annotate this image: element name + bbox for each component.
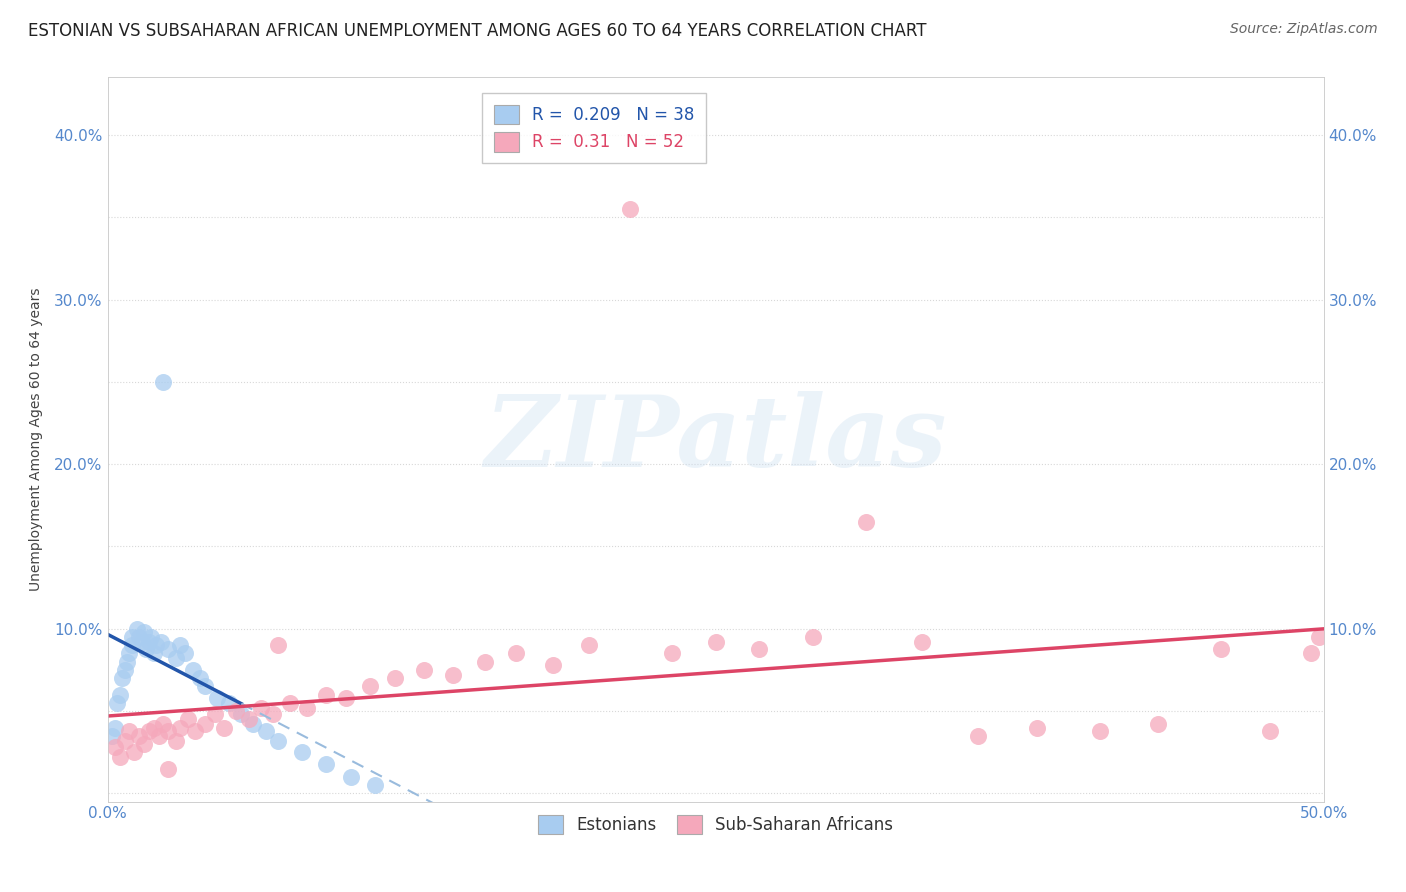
Point [135, 641, 157, 656]
Point [188, 671, 211, 685]
Point [114, 663, 136, 677]
Point [204, 707, 226, 722]
Point [1258, 723, 1281, 738]
Point [115, 655, 138, 669]
Point [291, 745, 314, 759]
Point [124, 745, 146, 759]
Point [132, 625, 155, 640]
Point [125, 622, 148, 636]
Point [384, 671, 406, 685]
Point [278, 696, 301, 710]
Point [315, 756, 337, 771]
Point [181, 663, 204, 677]
Point [131, 635, 153, 649]
Point [364, 778, 387, 792]
Point [145, 638, 167, 652]
Point [142, 721, 165, 735]
Point [142, 647, 165, 661]
Point [108, 750, 131, 764]
Point [121, 638, 143, 652]
Point [165, 651, 187, 665]
Text: ESTONIAN VS SUBSAHARAN AFRICAN UNEMPLOYMENT AMONG AGES 60 TO 64 YEARS CORRELATIO: ESTONIAN VS SUBSAHARAN AFRICAN UNEMPLOYM… [28, 22, 927, 40]
Point [108, 688, 131, 702]
Point [128, 630, 150, 644]
Point [249, 700, 271, 714]
Point [114, 733, 136, 747]
Point [359, 679, 381, 693]
Point [505, 647, 527, 661]
Y-axis label: Unemployment Among Ages 60 to 64 years: Unemployment Among Ages 60 to 64 years [30, 288, 44, 591]
Point [661, 647, 683, 661]
Point [141, 630, 163, 644]
Point [911, 635, 934, 649]
Point [267, 733, 290, 747]
Point [242, 717, 264, 731]
Point [152, 375, 174, 389]
Point [855, 515, 877, 529]
Point [184, 723, 207, 738]
Point [118, 647, 141, 661]
Point [1147, 717, 1170, 731]
Point [1301, 647, 1323, 661]
Point [748, 641, 770, 656]
Point [150, 635, 173, 649]
Point [1088, 723, 1111, 738]
Point [801, 630, 824, 644]
Point [138, 723, 160, 738]
Point [267, 638, 290, 652]
Point [339, 770, 361, 784]
Point [295, 700, 318, 714]
Point [214, 721, 236, 735]
Point [1308, 630, 1330, 644]
Point [1211, 641, 1233, 656]
Point [441, 668, 464, 682]
Point [121, 630, 143, 644]
Point [541, 657, 564, 672]
Point [174, 647, 197, 661]
Point [128, 729, 150, 743]
Point [169, 721, 191, 735]
Point [194, 679, 217, 693]
Point [177, 712, 200, 726]
Point [262, 707, 284, 722]
Point [205, 690, 228, 705]
Point [138, 635, 160, 649]
Text: Source: ZipAtlas.com: Source: ZipAtlas.com [1230, 22, 1378, 37]
Point [474, 655, 496, 669]
Point [967, 729, 990, 743]
Point [157, 762, 180, 776]
Point [169, 638, 191, 652]
Point [412, 663, 434, 677]
Point [111, 671, 134, 685]
Point [132, 737, 155, 751]
Point [118, 723, 141, 738]
Point [704, 635, 727, 649]
Point [1025, 721, 1047, 735]
Point [157, 723, 180, 738]
Point [104, 721, 127, 735]
Point [578, 638, 600, 652]
Point [335, 690, 357, 705]
Point [104, 740, 127, 755]
Point [619, 202, 641, 216]
Legend: Estonians, Sub-Saharan Africans: Estonians, Sub-Saharan Africans [529, 805, 903, 844]
Point [238, 712, 260, 726]
Point [152, 717, 174, 731]
Point [254, 723, 277, 738]
Point [315, 688, 337, 702]
Point [194, 717, 217, 731]
Point [165, 733, 187, 747]
Text: ZIPatlas: ZIPatlas [485, 392, 946, 488]
Point [225, 704, 247, 718]
Point [105, 696, 128, 710]
Point [218, 696, 240, 710]
Point [101, 729, 124, 743]
Point [157, 641, 180, 656]
Point [231, 707, 253, 722]
Point [148, 729, 170, 743]
